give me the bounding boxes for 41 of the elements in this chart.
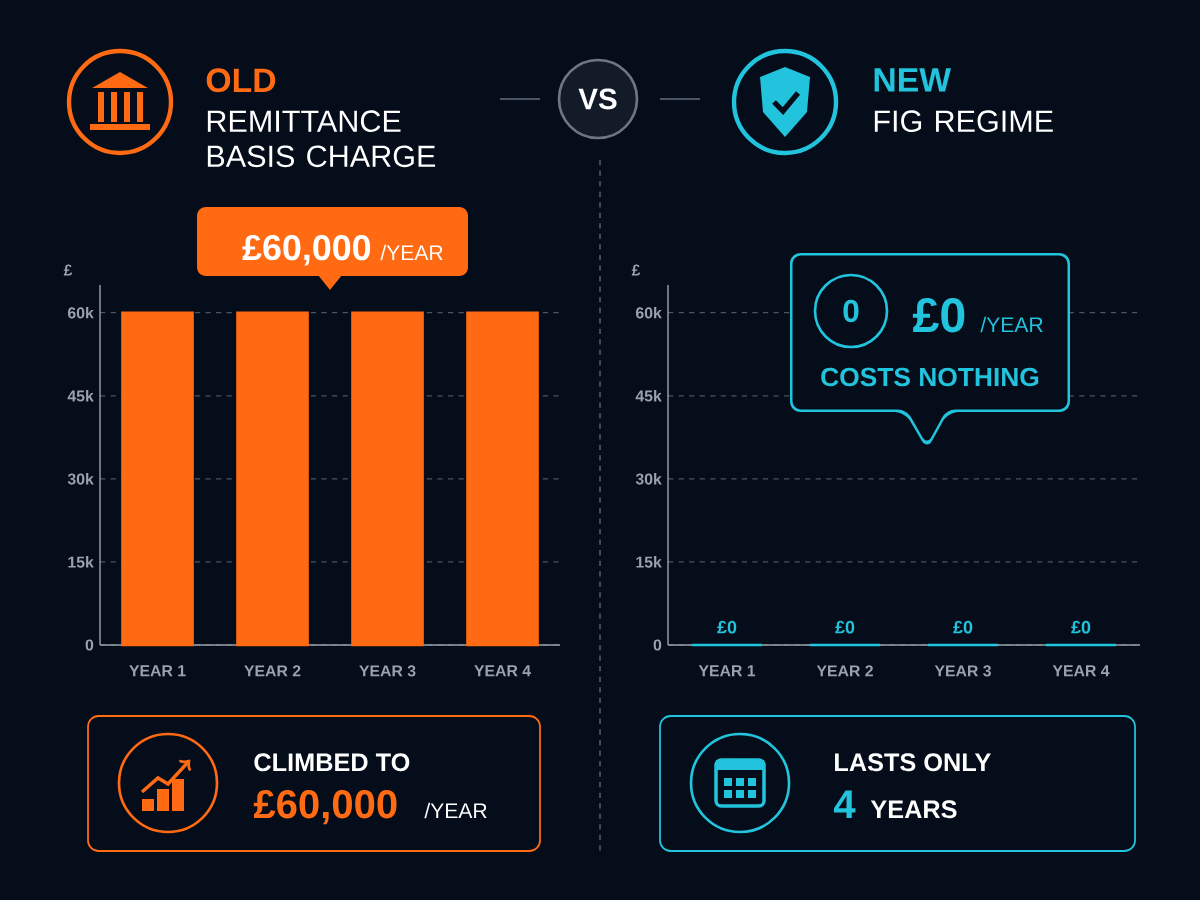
annotation: £0 — [912, 298, 965, 333]
x-tick-label: YEAR 2 — [816, 665, 873, 677]
text: /YEAR — [380, 244, 443, 261]
y-axis-title: £ — [631, 264, 641, 276]
text: LASTS ONLY — [835, 753, 991, 772]
annotation: COSTS NOTHING — [821, 367, 1039, 387]
x-tick-label: YEAR 3 — [934, 665, 991, 677]
y-tick-label: 45k — [67, 389, 94, 402]
text: VS — [578, 88, 617, 110]
annotation: 0 — [843, 299, 859, 323]
text: £60,000 — [253, 790, 397, 825]
text: £60,000 — [242, 234, 371, 266]
x-tick-label: YEAR 2 — [244, 665, 301, 677]
data-label: £0 — [717, 620, 737, 634]
y-tick-label: 15k — [636, 556, 662, 568]
y-tick-label: 30k — [635, 473, 662, 485]
text: 4 — [833, 790, 856, 818]
x-tick-label: YEAR 4 — [474, 665, 531, 677]
y-tick-label: 45k — [635, 389, 662, 402]
y-tick-label: 15k — [68, 556, 94, 568]
x-tick-label: YEAR 4 — [1052, 665, 1110, 677]
chart-subtitle: REMITTANCE BASIS CHARGE — [207, 110, 436, 168]
x-tick-label: YEAR 1 — [129, 665, 186, 677]
y-tick-label: 60k — [67, 306, 94, 319]
chart-title: NEW — [874, 68, 952, 92]
text: YEARS — [870, 800, 957, 819]
data-label: £0 — [953, 620, 973, 634]
y-tick-label: 30k — [67, 473, 94, 485]
x-tick-label: YEAR 3 — [359, 665, 416, 677]
y-tick-label: 0 — [653, 639, 662, 651]
y-tick-label: 0 — [85, 639, 94, 651]
x-tick-label: YEAR 1 — [698, 665, 756, 677]
chart-title: OLD — [206, 68, 276, 93]
y-axis-title: £ — [63, 264, 73, 276]
annotation: /YEAR — [980, 316, 1043, 333]
text: CLIMBED TO — [254, 753, 410, 772]
text: /YEAR — [424, 802, 487, 819]
data-label: £0 — [835, 620, 855, 634]
data-label: £0 — [1071, 620, 1091, 634]
chart-subtitle: FIG REGIME — [874, 110, 1053, 132]
y-tick-label: 60k — [635, 306, 662, 319]
